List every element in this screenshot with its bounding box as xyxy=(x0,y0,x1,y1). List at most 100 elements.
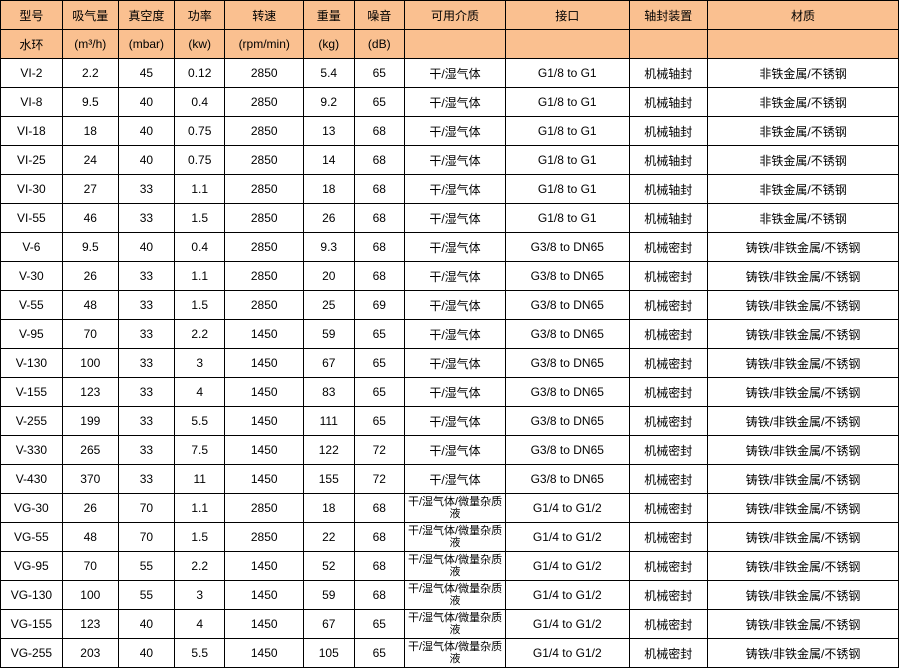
cell: 72 xyxy=(354,465,405,494)
col-header-1: 吸气量 xyxy=(62,1,118,30)
cell: VI-8 xyxy=(1,88,63,117)
cell: 1.5 xyxy=(174,291,225,320)
cell: 65 xyxy=(354,407,405,436)
cell: 68 xyxy=(354,581,405,610)
cell: 干/湿气体 xyxy=(405,233,506,262)
cell: 5.4 xyxy=(304,59,355,88)
col-unit-7 xyxy=(405,30,506,59)
cell: 52 xyxy=(304,552,355,581)
cell: 铸铁/非铁金属/不锈钢 xyxy=(708,610,899,639)
cell: G3/8 to DN65 xyxy=(506,291,629,320)
cell: V-95 xyxy=(1,320,63,349)
table-row: VG-5548701.528502268干/湿气体/微量杂质液G1/4 to G… xyxy=(1,523,899,552)
table-row: VI-2524400.7528501468干/湿气体G1/8 to G1机械轴封… xyxy=(1,146,899,175)
cell: 1450 xyxy=(225,581,304,610)
cell: 2850 xyxy=(225,146,304,175)
cell: G1/4 to G1/2 xyxy=(506,639,629,668)
cell: G3/8 to DN65 xyxy=(506,407,629,436)
col-header-4: 转速 xyxy=(225,1,304,30)
cell: 48 xyxy=(62,523,118,552)
cell: 68 xyxy=(354,146,405,175)
cell: 9.2 xyxy=(304,88,355,117)
cell: 铸铁/非铁金属/不锈钢 xyxy=(708,523,899,552)
cell: 非铁金属/不锈钢 xyxy=(708,59,899,88)
cell: 40 xyxy=(118,146,174,175)
cell: 铸铁/非铁金属/不锈钢 xyxy=(708,378,899,407)
cell: 干/湿气体/微量杂质液 xyxy=(405,523,506,552)
col-unit-9 xyxy=(629,30,708,59)
cell: 干/湿气体 xyxy=(405,146,506,175)
cell: G1/4 to G1/2 xyxy=(506,523,629,552)
cell: 2850 xyxy=(225,523,304,552)
cell: G3/8 to DN65 xyxy=(506,349,629,378)
table-row: VG-13010055314505968干/湿气体/微量杂质液G1/4 to G… xyxy=(1,581,899,610)
cell: VG-130 xyxy=(1,581,63,610)
cell: 33 xyxy=(118,204,174,233)
cell: 2850 xyxy=(225,204,304,233)
header-row-2: 水环(m³/h)(mbar)(kw)(rpm/min)(kg)(dB) xyxy=(1,30,899,59)
cell: 155 xyxy=(304,465,355,494)
cell: 65 xyxy=(354,378,405,407)
cell: 33 xyxy=(118,175,174,204)
cell: VG-30 xyxy=(1,494,63,523)
cell: VI-25 xyxy=(1,146,63,175)
col-header-9: 轴封装置 xyxy=(629,1,708,30)
cell: 18 xyxy=(304,175,355,204)
table-row: V-255199335.5145011165干/湿气体G3/8 to DN65机… xyxy=(1,407,899,436)
cell: 干/湿气体 xyxy=(405,88,506,117)
cell: 1450 xyxy=(225,320,304,349)
table-row: VG-9570552.214505268干/湿气体/微量杂质液G1/4 to G… xyxy=(1,552,899,581)
col-header-7: 可用介质 xyxy=(405,1,506,30)
cell: G3/8 to DN65 xyxy=(506,465,629,494)
cell: 干/湿气体 xyxy=(405,378,506,407)
cell: 40 xyxy=(118,88,174,117)
cell: 铸铁/非铁金属/不锈钢 xyxy=(708,233,899,262)
cell: 2.2 xyxy=(174,320,225,349)
cell: 非铁金属/不锈钢 xyxy=(708,117,899,146)
cell: 55 xyxy=(118,552,174,581)
cell: 65 xyxy=(354,88,405,117)
table-row: VI-22.2450.1228505.465干/湿气体G1/8 to G1机械轴… xyxy=(1,59,899,88)
cell: 9.5 xyxy=(62,233,118,262)
cell: 83 xyxy=(304,378,355,407)
cell: 68 xyxy=(354,204,405,233)
cell: VG-155 xyxy=(1,610,63,639)
cell: 70 xyxy=(118,494,174,523)
cell: 0.75 xyxy=(174,117,225,146)
cell: 2.2 xyxy=(62,59,118,88)
cell: 铸铁/非铁金属/不锈钢 xyxy=(708,291,899,320)
cell: 68 xyxy=(354,523,405,552)
cell: 1450 xyxy=(225,407,304,436)
cell: 33 xyxy=(118,436,174,465)
cell: 1.5 xyxy=(174,523,225,552)
cell: 3 xyxy=(174,349,225,378)
cell: 干/湿气体 xyxy=(405,407,506,436)
cell: 45 xyxy=(118,59,174,88)
table-row: VG-255203405.5145010565干/湿气体/微量杂质液G1/4 t… xyxy=(1,639,899,668)
cell: 干/湿气体/微量杂质液 xyxy=(405,639,506,668)
cell: 干/湿气体 xyxy=(405,291,506,320)
cell: 18 xyxy=(62,117,118,146)
cell: 铸铁/非铁金属/不锈钢 xyxy=(708,552,899,581)
cell: 机械密封 xyxy=(629,349,708,378)
cell: G1/8 to G1 xyxy=(506,117,629,146)
cell: 机械轴封 xyxy=(629,117,708,146)
cell: 27 xyxy=(62,175,118,204)
cell: 机械密封 xyxy=(629,378,708,407)
cell: 机械轴封 xyxy=(629,204,708,233)
cell: 105 xyxy=(304,639,355,668)
cell: VG-55 xyxy=(1,523,63,552)
cell: G1/8 to G1 xyxy=(506,146,629,175)
cell: 机械轴封 xyxy=(629,88,708,117)
cell: 9.3 xyxy=(304,233,355,262)
cell: 68 xyxy=(354,175,405,204)
cell: 非铁金属/不锈钢 xyxy=(708,204,899,233)
cell: 2850 xyxy=(225,494,304,523)
cell: 2.2 xyxy=(174,552,225,581)
col-unit-3: (kw) xyxy=(174,30,225,59)
cell: 65 xyxy=(354,610,405,639)
col-unit-10 xyxy=(708,30,899,59)
cell: 67 xyxy=(304,610,355,639)
cell: 干/湿气体/微量杂质液 xyxy=(405,494,506,523)
cell: 1450 xyxy=(225,639,304,668)
